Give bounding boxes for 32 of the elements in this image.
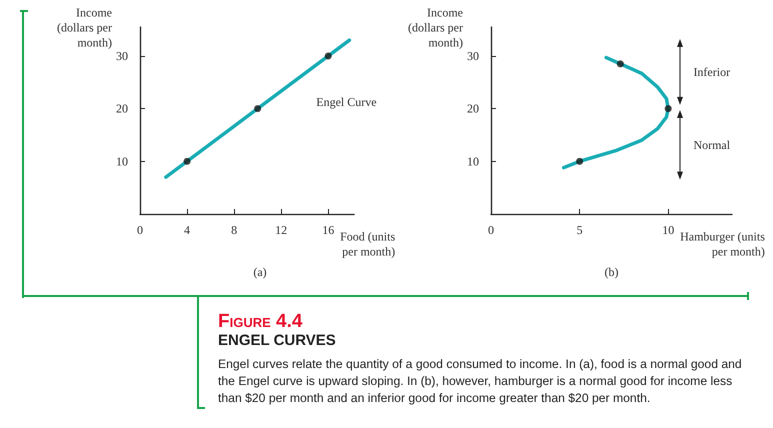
x-tick-label: 5: [576, 223, 583, 237]
x-axis-title: Hamburger (units per month): [680, 230, 766, 258]
text: Engel curves relate the quantity of a good consumed to income. In (a), food is a normal good and the Engel curve is upward sloping. In (b), however, hamburger is a normal good for income less than $20 per month and an inferior good for income greater than $20 per month.: [218, 356, 743, 407]
point: [616, 60, 624, 68]
text: ENGEL CURVES: [218, 332, 337, 350]
x-tick-label: 12: [275, 223, 288, 237]
text: (a): [253, 265, 267, 279]
y-tick-label: 30: [116, 48, 128, 63]
annotation: Inferior: [693, 64, 730, 79]
annotation: Normal: [693, 138, 731, 152]
text: Figure 4.4: [218, 311, 304, 332]
y-tick-label: 30: [467, 48, 479, 63]
x-tick-label: 4: [184, 223, 190, 237]
y-tick-label: 20: [467, 102, 479, 116]
point: [576, 158, 584, 165]
point: [324, 52, 332, 60]
x-axis-title: Food (units per month): [340, 230, 396, 258]
x-tick-label: 0: [137, 223, 143, 237]
annotation: Engel Curve: [316, 94, 377, 109]
point: [184, 158, 191, 165]
y-tick-label: 10: [116, 154, 128, 168]
y-tick-label: 20: [116, 102, 128, 116]
y-axis-title: Income (dollars per month): [57, 6, 112, 50]
point: [254, 105, 262, 112]
x-tick-label: 0: [488, 223, 494, 237]
x-tick-label: 10: [662, 223, 674, 237]
point: [664, 105, 672, 112]
y-tick-label: 10: [467, 154, 479, 168]
text: (b): [604, 265, 618, 279]
x-tick-label: 8: [231, 223, 238, 237]
y-axis-title: Income (dollars per month): [408, 6, 463, 50]
x-tick-label: 16: [322, 223, 334, 237]
